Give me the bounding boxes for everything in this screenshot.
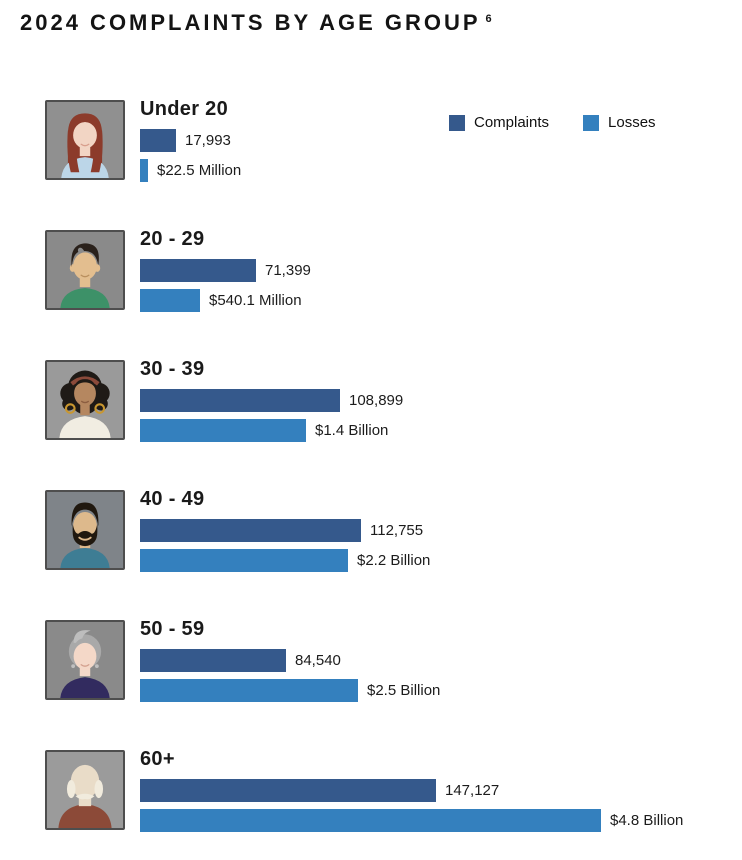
losses-bar [140, 289, 200, 312]
age-group-row: 30 - 39 108,899 $1.4 Billion [45, 356, 403, 442]
legend-label-complaints: Complaints [474, 114, 550, 131]
losses-bar [140, 679, 358, 702]
age-group-label: 30 - 39 [140, 358, 205, 380]
young-woman-red-hair-avatar [45, 100, 125, 180]
losses-bar-line: $2.5 Billion [140, 679, 440, 702]
losses-bar [140, 809, 601, 832]
losses-bar [140, 549, 348, 572]
losses-value: $2.5 Billion [367, 682, 441, 699]
row-content: 30 - 39 108,899 $1.4 Billion [140, 356, 403, 442]
legend: Complaints Losses [449, 114, 656, 131]
page-title: 2024 COMPLAINTS BY AGE GROUP 6 [20, 10, 492, 36]
losses-value: $4.8 Billion [610, 812, 684, 829]
complaints-swatch-icon [449, 114, 465, 131]
complaints-bar [140, 129, 176, 152]
complaints-bar-line: 112,755 [140, 519, 430, 542]
row-content: Under 20 17,993 $22.5 Million [140, 96, 241, 182]
complaints-bar [140, 259, 256, 282]
complaints-bar-line: 71,399 [140, 259, 311, 282]
losses-value: $22.5 Million [157, 162, 242, 179]
complaints-value: 17,993 [185, 132, 231, 149]
older-woman-gray-hair-avatar [45, 620, 125, 700]
row-content: 40 - 49 112,755 $2.2 Billion [140, 486, 430, 572]
complaints-bar [140, 519, 361, 542]
complaints-bar-line: 17,993 [140, 129, 241, 152]
complaints-bar-line: 147,127 [140, 779, 683, 802]
complaints-value: 84,540 [295, 652, 341, 669]
age-group-row: Under 20 17,993 $22.5 Million [45, 96, 241, 182]
bearded-man-teal-shirt-avatar [45, 490, 125, 570]
complaints-bar [140, 649, 286, 672]
legend-label-losses: Losses [608, 114, 656, 131]
complaints-bar [140, 389, 340, 412]
complaints-value: 71,399 [265, 262, 311, 279]
elderly-bald-man-avatar [45, 750, 125, 830]
age-group-label: 20 - 29 [140, 228, 205, 250]
row-content: 20 - 29 71,399 $540.1 Million [140, 226, 311, 312]
losses-swatch-icon [583, 114, 600, 131]
losses-value: $540.1 Million [209, 292, 302, 309]
losses-value: $2.2 Billion [357, 552, 431, 569]
complaints-value: 108,899 [349, 392, 404, 409]
complaints-value: 112,755 [370, 522, 424, 539]
losses-bar-line: $2.2 Billion [140, 549, 430, 572]
age-group-row: 20 - 29 71,399 $540.1 Million [45, 226, 311, 312]
losses-bar [140, 159, 148, 182]
legend-item-complaints: Complaints [449, 114, 549, 131]
complaints-value: 147,127 [445, 782, 500, 799]
young-man-green-shirt-avatar [45, 230, 125, 310]
losses-bar-line: $22.5 Million [140, 159, 241, 182]
losses-bar-line: $1.4 Billion [140, 419, 403, 442]
age-group-label: Under 20 [140, 98, 228, 120]
age-group-row: 60+ 147,127 $4.8 Billion [45, 746, 683, 832]
page-title-text: 2024 COMPLAINTS BY AGE GROUP [20, 10, 481, 35]
age-group-row: 40 - 49 112,755 $2.2 Billion [45, 486, 430, 572]
age-group-label: 60+ [140, 748, 175, 770]
losses-bar [140, 419, 306, 442]
losses-value: $1.4 Billion [315, 422, 389, 439]
complaints-bar-line: 84,540 [140, 649, 440, 672]
footnote-reference: 6 [485, 12, 492, 25]
row-content: 60+ 147,127 $4.8 Billion [140, 746, 683, 832]
losses-bar-line: $4.8 Billion [140, 809, 683, 832]
row-content: 50 - 59 84,540 $2.5 Billion [140, 616, 440, 702]
woman-afro-headband-avatar [45, 360, 125, 440]
losses-bar-line: $540.1 Million [140, 289, 311, 312]
age-group-label: 50 - 59 [140, 618, 205, 640]
age-group-label: 40 - 49 [140, 488, 205, 510]
legend-item-losses: Losses [583, 114, 656, 131]
age-group-row: 50 - 59 84,540 $2.5 Billion [45, 616, 440, 702]
complaints-bar-line: 108,899 [140, 389, 403, 412]
complaints-bar [140, 779, 436, 802]
